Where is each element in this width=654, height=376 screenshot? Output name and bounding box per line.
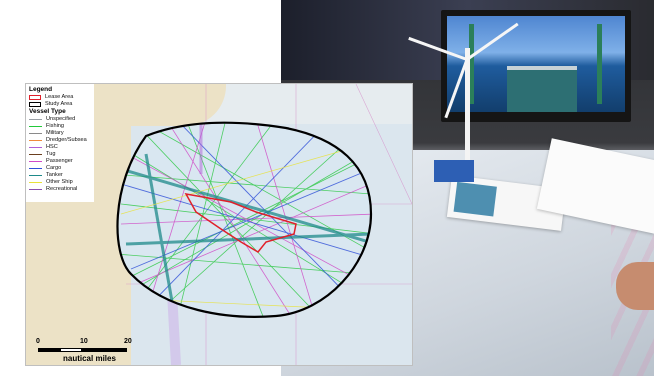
legend-title: Legend [29,86,53,93]
study-area-outline [116,121,373,318]
legend-label: Study Area [45,101,73,107]
scale-tick-20: 20 [124,338,132,345]
scale-segment [38,348,60,352]
legend-item-lease-area: Lease Area [29,94,91,101]
lease-area-outline [184,192,297,253]
scale-tick-0: 0 [36,338,40,345]
legend-item-passenger: Passenger [29,158,91,165]
legend-item-cargo: Cargo [29,165,91,172]
legend-item-other-ship: Other Ship [29,179,91,186]
legend-item-tanker: Tanker [29,172,91,179]
lease-area-swatch [29,95,41,100]
monitor-screen-ocean-view [447,16,625,112]
legend-item-fishing: Fishing [29,123,91,130]
scale-bar: 0 10 20 nautical miles [36,338,146,364]
scale-tick-10: 10 [80,338,88,345]
vessel-traffic-map: Legend Lease Area Study Area Vessel Type… [25,83,413,366]
legend-item-recreational: Recreational [29,186,91,193]
legend-item-dredger-subsea: Dredger/Subsea [29,137,91,144]
legend-item-unspecified: Unspecified [29,116,91,123]
monitor [441,10,631,122]
hand [616,262,654,310]
turbine-base [434,160,474,182]
wind-turbine-model [465,48,470,168]
legend-item-hsc: HSC [29,144,91,151]
vessel-tracks-layer [116,84,412,365]
map-legend: Legend Lease Area Study Area Vessel Type… [26,84,94,202]
scale-unit-label: nautical miles [63,354,116,363]
legend-label: Lease Area [45,94,74,100]
study-area-swatch [29,102,41,107]
scale-segment [82,348,127,352]
legend-item-military: Military [29,130,91,137]
legend-vessel-type-heading: Vessel Type [29,108,66,115]
legend-item-tug: Tug [29,151,91,158]
legend-item-study-area: Study Area [29,101,91,108]
scale-segment [60,348,82,352]
